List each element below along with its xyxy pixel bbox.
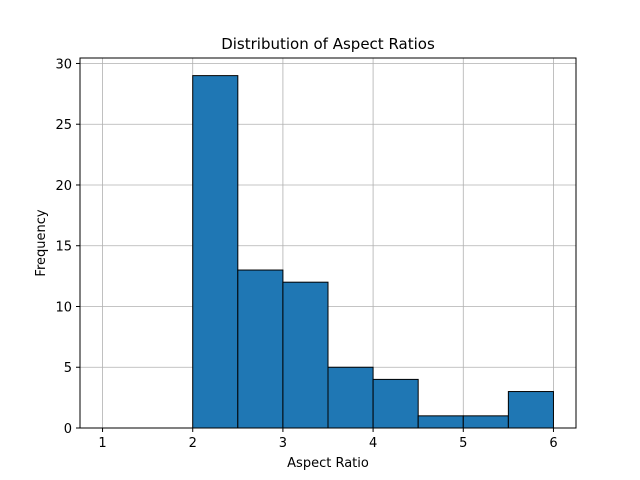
y-tick-label: 25 [55,118,72,133]
axes-frame [79,57,577,429]
y-tick-label: 10 [55,300,72,315]
x-tick-label: 6 [549,436,557,451]
y-tick-label: 15 [55,240,72,255]
histogram-bar [237,269,284,429]
ticks: 1 2 3 4 5 6 0 5 10 15 20 25 30 [55,57,557,451]
histogram-bar [327,366,374,429]
y-tick-label: 30 [55,57,72,72]
histogram-bar [507,391,554,429]
histogram-bar [372,378,419,429]
y-axis-label: Frequency [34,209,49,276]
chart-title: Distribution of Aspect Ratios [221,35,435,53]
histogram-bar [282,281,329,429]
histogram-bar [192,75,239,429]
bars [192,75,554,429]
x-tick-label: 2 [189,436,197,451]
histogram-bar [462,415,509,429]
y-tick-label: 20 [55,179,72,194]
y-tick-label: 0 [64,422,72,437]
x-tick-label: 4 [369,436,377,451]
x-tick-label: 1 [98,436,106,451]
x-tick-label: 5 [459,436,467,451]
x-axis-label: Aspect Ratio [287,456,369,471]
grid-lines [80,58,576,429]
histogram-bar [417,415,464,429]
x-tick-label: 3 [279,436,287,451]
y-tick-label: 5 [64,361,72,376]
